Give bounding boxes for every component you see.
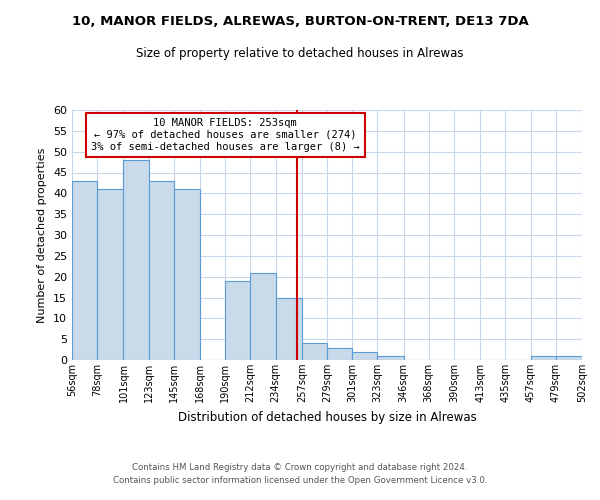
Text: Contains public sector information licensed under the Open Government Licence v3: Contains public sector information licen… (113, 476, 487, 485)
Text: 10, MANOR FIELDS, ALREWAS, BURTON-ON-TRENT, DE13 7DA: 10, MANOR FIELDS, ALREWAS, BURTON-ON-TRE… (71, 15, 529, 28)
Text: 10 MANOR FIELDS: 253sqm
← 97% of detached houses are smaller (274)
3% of semi-de: 10 MANOR FIELDS: 253sqm ← 97% of detache… (91, 118, 359, 152)
Bar (97, 189, 124, 360)
Text: Contains HM Land Registry data © Crown copyright and database right 2024.: Contains HM Land Registry data © Crown c… (132, 464, 468, 472)
Bar (124, 160, 149, 360)
X-axis label: Distribution of detached houses by size in Alrewas: Distribution of detached houses by size … (178, 410, 476, 424)
Bar (72, 181, 97, 360)
Bar (327, 348, 352, 360)
Bar (174, 189, 200, 360)
Bar (556, 356, 582, 360)
Text: Size of property relative to detached houses in Alrewas: Size of property relative to detached ho… (136, 48, 464, 60)
Bar (225, 281, 250, 360)
Bar (352, 352, 377, 360)
Bar (275, 298, 302, 360)
Bar (377, 356, 404, 360)
Bar (149, 181, 174, 360)
Bar (302, 344, 327, 360)
Bar (250, 272, 275, 360)
Y-axis label: Number of detached properties: Number of detached properties (37, 148, 47, 322)
Bar (530, 356, 556, 360)
